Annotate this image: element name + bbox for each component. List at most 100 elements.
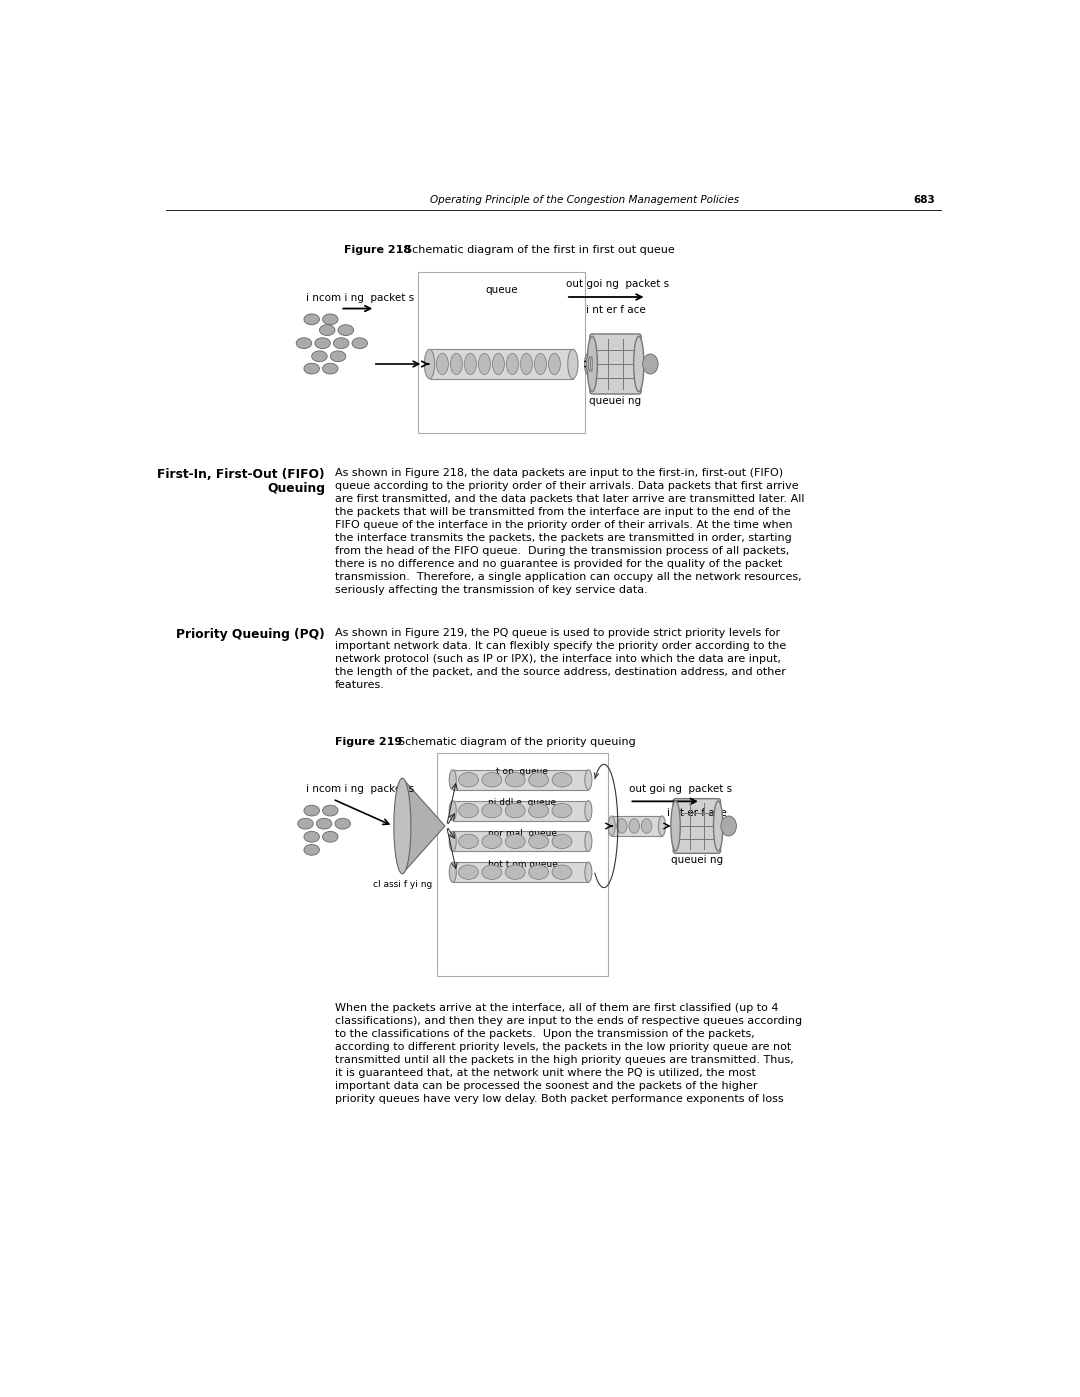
Ellipse shape [352,338,367,349]
Ellipse shape [505,834,525,848]
Text: nor mal  queue: nor mal queue [488,828,557,838]
Ellipse shape [449,862,456,882]
Ellipse shape [568,349,578,379]
Text: i nt er f ace: i nt er f ace [667,809,727,819]
Ellipse shape [714,800,723,851]
Ellipse shape [492,353,504,374]
Text: When the packets arrive at the interface, all of them are first classified (up t: When the packets arrive at the interface… [335,1003,802,1105]
Ellipse shape [671,800,680,851]
Ellipse shape [591,356,593,372]
Polygon shape [403,778,445,873]
Ellipse shape [323,363,338,374]
Text: out goi ng  packet s: out goi ng packet s [566,279,669,289]
Bar [453,770,589,789]
Text: cl assi f yi ng: cl assi f yi ng [373,880,432,888]
Text: Operating Principle of the Congestion Management Policies: Operating Principle of the Congestion Ma… [430,196,739,205]
Ellipse shape [721,816,737,835]
Ellipse shape [296,338,312,349]
Ellipse shape [586,356,589,372]
Text: Schematic diagram of the first in first out queue: Schematic diagram of the first in first … [399,244,675,254]
Ellipse shape [552,773,572,787]
Ellipse shape [629,819,639,833]
Ellipse shape [552,865,572,879]
Ellipse shape [659,816,665,835]
Ellipse shape [507,353,518,374]
Ellipse shape [303,831,320,842]
Ellipse shape [584,353,592,374]
Text: As shown in Figure 219, the PQ queue is used to provide strict priority levels f: As shown in Figure 219, the PQ queue is … [335,629,786,690]
Text: Figure 218: Figure 218 [345,244,411,254]
Bar [611,816,662,835]
Ellipse shape [298,819,313,828]
Ellipse shape [643,353,658,374]
Ellipse shape [585,862,592,882]
Bar [453,862,589,882]
Ellipse shape [505,803,525,817]
Ellipse shape [589,356,591,372]
Ellipse shape [338,324,353,335]
Text: queuei ng: queuei ng [590,397,642,407]
Ellipse shape [303,314,320,324]
Ellipse shape [549,353,561,374]
Text: First-In, First-Out (FIFO): First-In, First-Out (FIFO) [158,468,325,481]
Ellipse shape [303,363,320,374]
Ellipse shape [478,353,490,374]
Ellipse shape [608,816,616,835]
Ellipse shape [552,803,572,817]
Ellipse shape [330,351,346,362]
Ellipse shape [312,351,327,362]
Ellipse shape [320,324,335,335]
Ellipse shape [535,353,546,374]
Ellipse shape [482,865,502,879]
Ellipse shape [459,865,478,879]
Text: 683: 683 [914,196,935,205]
Ellipse shape [450,353,462,374]
Ellipse shape [449,770,456,789]
Ellipse shape [634,337,644,391]
Ellipse shape [449,831,456,851]
Bar [430,349,572,379]
Text: ni ddl e  queue: ni ddl e queue [488,798,556,807]
Ellipse shape [459,773,478,787]
Text: Schematic diagram of the priority queuing: Schematic diagram of the priority queuin… [391,738,635,747]
Ellipse shape [529,834,549,848]
Ellipse shape [394,778,410,873]
Text: i nt er f ace: i nt er f ace [585,305,646,314]
Bar [453,831,589,851]
FancyBboxPatch shape [673,799,720,854]
Ellipse shape [552,834,572,848]
Ellipse shape [642,819,652,833]
Ellipse shape [529,803,549,817]
Ellipse shape [314,338,330,349]
Ellipse shape [335,819,350,828]
Ellipse shape [529,773,549,787]
Ellipse shape [459,834,478,848]
Text: bot t om queue: bot t om queue [487,861,557,869]
Text: out goi ng  packet s: out goi ng packet s [630,784,732,793]
Ellipse shape [316,819,332,828]
Ellipse shape [323,831,338,842]
Ellipse shape [505,865,525,879]
Bar [418,271,584,433]
Ellipse shape [521,353,532,374]
Ellipse shape [482,773,502,787]
FancyBboxPatch shape [590,334,642,394]
Ellipse shape [585,770,592,789]
Text: Queuing: Queuing [267,482,325,495]
Text: queue: queue [485,285,517,295]
Text: t op  queue: t op queue [497,767,549,777]
Ellipse shape [334,338,349,349]
Ellipse shape [424,349,434,379]
Bar [437,753,608,977]
Ellipse shape [323,314,338,324]
Ellipse shape [303,805,320,816]
Ellipse shape [482,803,502,817]
Ellipse shape [585,831,592,851]
Text: Figure 219: Figure 219 [335,738,402,747]
Ellipse shape [323,805,338,816]
Text: i ncom i ng  packet s: i ncom i ng packet s [306,293,414,303]
Text: queuei ng: queuei ng [671,855,723,865]
Ellipse shape [617,819,627,833]
Ellipse shape [585,800,592,820]
Ellipse shape [459,803,478,817]
